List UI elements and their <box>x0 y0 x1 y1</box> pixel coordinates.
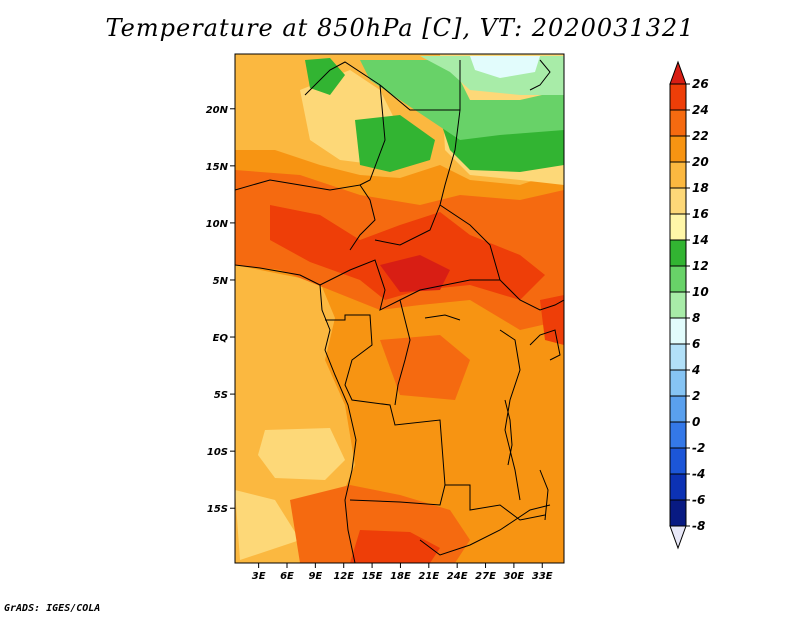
border-central-3 <box>394 299 411 406</box>
lat-tick-label: 5N <box>213 276 229 287</box>
field-green-central <box>355 115 435 172</box>
colorbar <box>669 60 687 550</box>
lon-tick-label: 15E <box>362 571 383 582</box>
colorbar-label: 10 <box>692 285 709 299</box>
border-central-1 <box>319 259 500 311</box>
colorbar-label: 24 <box>692 103 709 117</box>
colorbar-swatch <box>669 473 687 501</box>
lon-tick-label: 3E <box>252 571 266 582</box>
colorbar-bottom-arrow <box>669 525 687 550</box>
colorbar-label: -2 <box>692 441 705 455</box>
lat-tick-label: EQ <box>213 333 229 344</box>
border-north-2 <box>359 84 386 186</box>
border-south <box>349 484 446 506</box>
grads-credit: GrADS: IGES/COLA <box>4 603 101 614</box>
colorbar-top-arrow <box>669 60 687 85</box>
field-south-hot <box>350 530 440 563</box>
coastline-west <box>235 264 357 563</box>
border-sahel-3 <box>374 204 441 246</box>
colorbar-swatch <box>669 447 687 475</box>
colorbar-label: 4 <box>691 363 700 377</box>
lat-tick-label: 10N <box>206 219 229 230</box>
border-south-2 <box>419 504 551 556</box>
lon-tick-label: 27E <box>475 571 496 582</box>
lake-victoria <box>529 329 561 361</box>
lon-tick-label: 9E <box>308 571 322 582</box>
colorbar-label: 6 <box>692 337 700 351</box>
lon-tick-label: 12E <box>333 571 354 582</box>
colorbar-swatch <box>669 421 687 449</box>
lat-tick-label: 5S <box>214 390 228 401</box>
field-sahel-hottest <box>380 255 450 292</box>
colorbar-swatch <box>669 109 687 137</box>
colorbar-swatch <box>669 213 687 241</box>
colorbar-label: 26 <box>692 77 709 91</box>
colorbar-swatch <box>669 187 687 215</box>
lat-tick-label: 15S <box>207 504 228 515</box>
colorbar-swatch <box>669 343 687 371</box>
colorbar-swatch <box>669 499 687 527</box>
map-frame <box>234 53 565 564</box>
border-sahel-2 <box>439 204 564 311</box>
field-cyan <box>470 56 540 78</box>
colorbar-label: 0 <box>692 415 700 429</box>
field-ocean-cool-patch <box>258 428 345 480</box>
colorbar-label: 2 <box>692 389 700 403</box>
colorbar-swatch <box>669 265 687 293</box>
longitude-axis: 3E 6E 9E 12E 15E 18E 21E 24E 27E 30E 33E <box>252 563 553 582</box>
colorbar-swatch <box>669 395 687 423</box>
lake-central <box>424 314 461 321</box>
temperature-field <box>235 54 564 563</box>
field-sw-patch <box>235 490 300 560</box>
lat-tick-label: 15N <box>206 162 229 173</box>
colorbar-label: 8 <box>692 311 700 325</box>
colorbar-label: 20 <box>692 155 709 169</box>
colorbar-swatch <box>669 317 687 345</box>
lake-malawi <box>539 469 549 521</box>
colorbar-swatch <box>669 83 687 111</box>
field-lightgreen <box>360 60 564 140</box>
colorbar-swatch <box>669 239 687 267</box>
border-central-2 <box>325 314 546 521</box>
lat-tick-label: 10S <box>207 447 228 458</box>
field-sahel-hot <box>270 205 545 300</box>
colorbar-swatch <box>669 291 687 319</box>
colorbar-label: 14 <box>692 233 709 247</box>
colorbar-label: 18 <box>692 181 709 195</box>
colorbar-label: -8 <box>692 519 705 533</box>
border-sahel-1 <box>235 179 376 251</box>
lon-tick-label: 6E <box>280 571 294 582</box>
lon-tick-label: 21E <box>418 571 439 582</box>
country-borders <box>235 59 564 563</box>
colorbar-label: 22 <box>692 129 709 143</box>
lon-tick-label: 33E <box>532 571 553 582</box>
lake-tanganyika <box>504 399 513 466</box>
lon-tick-label: 24E <box>447 571 468 582</box>
colorbar-swatch <box>669 161 687 189</box>
colorbar-label: 12 <box>692 259 709 273</box>
colorbar-label: 16 <box>692 207 709 221</box>
lon-tick-label: 30E <box>504 571 525 582</box>
lon-tick-label: 18E <box>390 571 411 582</box>
colorbar-label: -4 <box>692 467 705 481</box>
lat-tick-label: 20N <box>206 105 229 116</box>
latitude-axis: 20N 15N 10N 5N EQ 5S 10S 15S <box>206 105 235 515</box>
field-basin-patch <box>380 335 470 400</box>
border-north-3 <box>439 109 461 206</box>
field-west-ocean <box>235 265 360 563</box>
coast-redsea <box>529 59 551 91</box>
map-title: Temperature at 850hPa [C], VT: 202003132… <box>105 14 695 42</box>
colorbar-label: -6 <box>692 493 705 507</box>
colorbar-swatch <box>669 369 687 397</box>
colorbar-swatch <box>669 135 687 163</box>
border-east-lakes <box>499 329 521 501</box>
